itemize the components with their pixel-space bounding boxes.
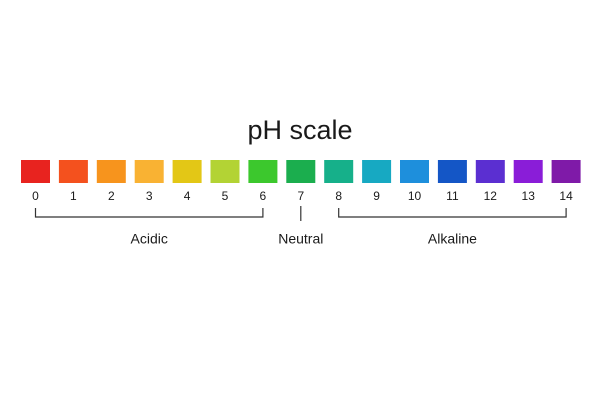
ph-swatch [324,160,354,183]
group-bracket [338,208,567,218]
ph-number: 1 [70,189,77,203]
ph-number: 0 [32,189,39,203]
ph-swatch [96,160,126,183]
ph-number: 3 [146,189,153,203]
ph-swatch [210,160,240,183]
ph-swatch [286,160,316,183]
ph-number: 7 [297,189,304,203]
ph-swatch [513,160,543,183]
group-bracket [34,208,264,218]
ph-number: 5 [222,189,229,203]
ph-number: 6 [260,189,267,203]
ph-number: 10 [408,189,422,203]
ph-number: 9 [373,189,380,203]
ph-swatch [58,160,88,183]
ph-swatch [475,160,505,183]
ph-number: 11 [446,189,459,203]
ph-swatch [134,160,164,183]
ph-swatch [362,160,392,183]
group-label: Neutral [278,231,323,247]
ph-number: 12 [484,189,498,203]
ph-swatch [551,160,581,183]
group-label: Acidic [131,231,168,247]
ph-number: 14 [559,189,573,203]
ph-number: 8 [335,189,342,203]
group-label: Alkaline [428,231,477,247]
title: pH scale [247,115,352,145]
ph-swatch [248,160,278,183]
ph-swatch [437,160,467,183]
ph-number: 13 [522,189,536,203]
ph-swatch [172,160,202,183]
ph-swatch [21,160,50,183]
ph-swatch [400,160,429,183]
ph-number: 4 [184,189,191,203]
ph-number: 2 [108,189,115,203]
